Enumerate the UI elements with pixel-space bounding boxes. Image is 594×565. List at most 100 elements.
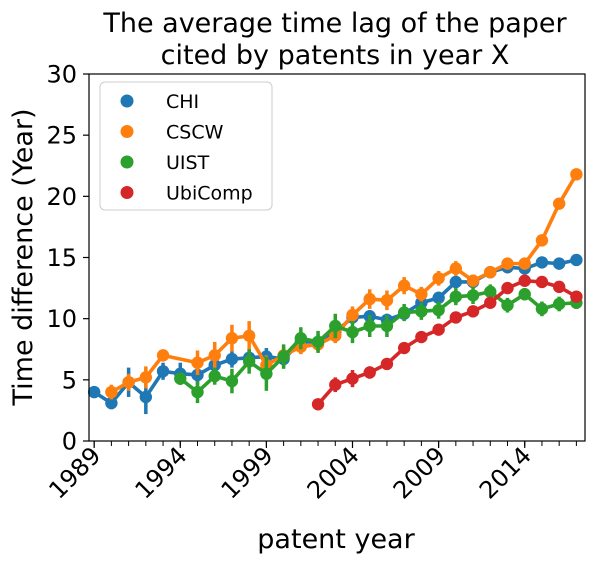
legend-label-ubicomp: UbiComp [166,183,253,205]
data-point-chi-2017 [570,253,583,267]
data-point-uist-2011 [466,289,480,302]
data-point-uist-2005 [363,319,376,333]
data-point-uist-2007 [397,306,411,319]
series-ubicomp [311,274,583,411]
series-line-ubicomp [316,278,579,407]
data-point-cscw-2017 [570,168,583,181]
x-tick-label-2004: 2004 [302,441,365,504]
y-tick-label-25: 25 [46,122,77,150]
data-point-uist-2008 [415,305,428,318]
data-point-uist-2012 [484,285,497,298]
legend-marker-cscw [120,125,134,138]
legend: CHI CSCW UIST UbiComp [99,81,273,211]
data-point-ubicomp-2013 [501,281,514,295]
series-uist [174,284,583,404]
data-point-chi-1992 [139,390,153,404]
x-tick-label-1999: 1999 [216,441,279,504]
data-point-cscw-2008 [415,288,428,301]
data-point-ubicomp-2003 [329,378,342,391]
data-point-ubicomp-2009 [432,323,445,336]
data-point-ubicomp-2004 [346,372,359,385]
data-point-cscw-2015 [535,234,549,247]
data-point-uist-2009 [432,303,445,317]
data-point-cscw-2010 [449,262,463,275]
data-point-ubicomp-2007 [397,341,411,355]
y-axis-label: Time difference (Year) [8,108,39,406]
data-point-cscw-2014 [518,257,531,270]
data-point-chi-1993 [156,365,170,378]
data-point-cscw-1990 [105,385,118,399]
data-point-uist-1994 [174,372,187,385]
data-point-ubicomp-2015 [535,275,549,289]
data-point-uist-1995 [191,385,204,399]
data-point-uist-2010 [449,290,463,303]
data-point-ubicomp-2011 [466,305,480,318]
x-tick-label-2014: 2014 [474,441,537,504]
data-point-cscw-1992 [139,371,153,384]
data-point-uist-2015 [535,302,549,316]
data-point-ubicomp-2006 [380,357,394,371]
legend-marker-ubicomp [120,186,134,199]
data-point-cscw-1995 [191,356,204,369]
y-tick-label-15: 15 [46,244,77,272]
chart-title-line-2: cited by patents in year X [161,40,510,71]
legend-marker-chi [120,94,134,108]
y-tick-label-5: 5 [62,366,77,394]
data-point-uist-2016 [552,297,566,311]
data-point-cscw-2011 [466,274,480,287]
data-point-ubicomp-2002 [311,398,325,411]
data-point-ubicomp-2008 [415,330,428,344]
data-point-uist-2013 [501,299,514,312]
series-line-uist [178,289,579,394]
data-point-uist-1998 [242,355,256,368]
legend-label-chi: CHI [166,91,199,113]
data-point-chi-2016 [552,257,566,270]
legend-marker-uist [120,155,134,169]
data-point-uist-2000 [277,350,290,363]
data-point-chi-2009 [432,291,445,305]
data-point-uist-2006 [380,319,394,333]
data-point-uist-2002 [311,335,325,349]
data-point-uist-2004 [346,325,359,339]
series-cscw [105,168,583,400]
y-tick-label-30: 30 [46,61,77,89]
legend-label-uist: UIST [166,152,210,174]
data-point-cscw-1991 [122,376,135,389]
data-point-ubicomp-2010 [449,311,463,324]
data-point-chi-1990 [105,396,118,410]
data-point-ubicomp-2016 [552,280,566,294]
data-point-ubicomp-2014 [518,274,531,287]
y-tick-label-10: 10 [46,305,77,333]
y-tick-label-0: 0 [62,428,77,456]
x-tick-label-2009: 2009 [388,441,451,504]
data-point-chi-1989 [87,385,101,399]
data-point-cscw-2012 [484,265,497,279]
data-point-cscw-2004 [346,308,359,322]
data-point-cscw-2006 [380,294,394,307]
data-point-chi-2015 [535,256,549,269]
y-tick-label-20: 20 [46,183,77,211]
data-point-cscw-2007 [397,279,411,292]
chart-title: The average time lag of the paper cited … [102,8,567,71]
x-axis-label: patent year [257,524,415,555]
data-point-cscw-2013 [501,257,514,270]
data-point-uist-2014 [518,288,531,301]
data-point-uist-1997 [225,374,239,388]
data-point-ubicomp-2005 [363,366,376,379]
data-point-ubicomp-2012 [484,296,497,309]
data-point-cscw-2016 [552,197,566,210]
data-point-cscw-2005 [363,292,376,306]
data-point-uist-2001 [294,332,308,345]
data-point-cscw-1993 [156,349,170,362]
data-point-cscw-1998 [242,329,256,342]
data-point-ubicomp-2017 [570,290,583,303]
data-point-cscw-1997 [225,332,239,345]
data-point-cscw-2009 [432,272,445,285]
legend-box [99,81,273,211]
data-point-cscw-1996 [208,349,221,362]
x-tick-label-1994: 1994 [130,441,193,504]
data-point-uist-1996 [208,369,221,383]
data-point-chi-2010 [449,275,463,289]
data-point-chi-1997 [225,352,239,366]
